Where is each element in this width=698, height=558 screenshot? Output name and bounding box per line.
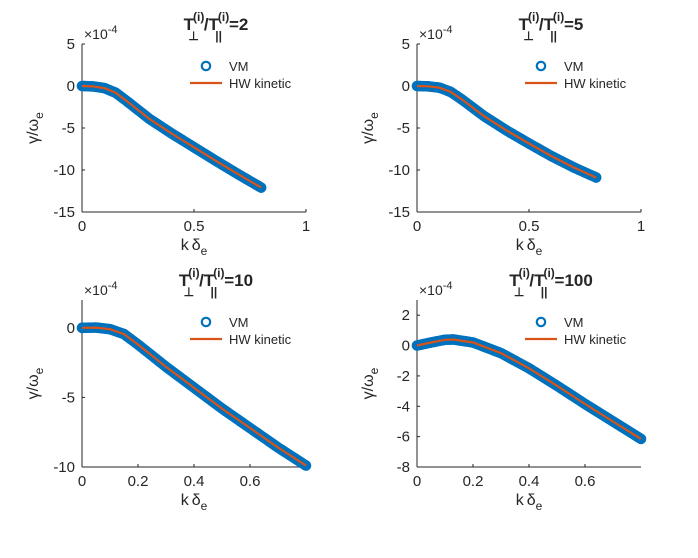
y-tick-label: -15	[388, 204, 410, 221]
x-tick-label: 0	[413, 473, 421, 490]
y-tick-label: 0	[67, 320, 75, 337]
hw-kinetic-line	[81, 326, 307, 467]
y-tick-label: 0	[67, 78, 75, 95]
y-tick-label: -10	[388, 162, 410, 179]
panel-title: T(i) ⊥/T(i) ||=2	[184, 10, 249, 43]
series-vm	[411, 80, 602, 183]
x-tick-label: 0.6	[240, 473, 261, 490]
y-exponent-label: ×10-4	[84, 280, 118, 298]
hw-kinetic-line	[416, 338, 642, 440]
series-vm	[76, 80, 267, 193]
x-axis-label: k δe	[181, 237, 208, 258]
x-axis-label: k δe	[516, 492, 543, 513]
y-tick-label: 5	[402, 36, 410, 53]
legend-hw-label: HW kinetic	[229, 76, 292, 91]
y-tick-label: -5	[397, 120, 410, 137]
y-axis-label: γ/ωe	[360, 367, 381, 399]
y-tick-label: -6	[397, 429, 410, 446]
x-tick-label: 0.6	[575, 473, 596, 490]
panel-3: 0 0.2 0.4 0.6 -10 -5 0 ×10-4 T(i) ⊥/T(i) ||=10 k δe γ…	[25, 266, 312, 513]
legend-vm-marker	[200, 60, 212, 72]
y-exponent-label: ×10-4	[84, 24, 118, 42]
y-tick-label: -15	[53, 204, 75, 221]
y-tick-label: -5	[62, 389, 75, 406]
y-tick-label: -10	[53, 162, 75, 179]
panel-2: 0 0.5 1 -15 -10 -5 0 5 ×10-4 T(i) ⊥/T(i) ||=5 k δe γ/ω…	[360, 10, 645, 258]
y-exponent-label: ×10-4	[419, 24, 453, 42]
panel-1: 0 0.5 1 -15 -10 -5 0 5 ×10-4 T(i) ⊥/T(i) ||=2 k δe γ/ω…	[25, 10, 310, 258]
legend-vm-marker	[200, 316, 212, 328]
x-tick-label: 0.2	[128, 473, 149, 490]
legend-vm-marker	[535, 316, 547, 328]
x-axis-label: k δe	[181, 492, 208, 513]
panel-title: T(i) ⊥/T(i) ||=10	[179, 266, 253, 299]
legend-vm-label: VM	[564, 59, 584, 74]
x-tick-label: 0.5	[519, 218, 540, 235]
x-tick-label: 0.4	[184, 473, 205, 490]
legend-hw-label: HW kinetic	[564, 76, 627, 91]
hw-kinetic-line	[416, 84, 597, 179]
panel-4: 0 0.2 0.4 0.6 -8 -6 -4 -2 0 2 ×10-4 T(i) ⊥/T(i) ||=10…	[360, 266, 647, 513]
y-tick-label: 5	[67, 36, 75, 53]
y-axis-label: γ/ωe	[25, 112, 46, 144]
series-vm	[411, 334, 647, 445]
vm-point	[255, 182, 267, 193]
legend-vm-label: VM	[229, 315, 249, 330]
x-tick-label: 0.5	[184, 218, 205, 235]
x-axis-label: k δe	[516, 237, 543, 258]
x-tick-label: 0	[78, 473, 86, 490]
vm-point	[300, 460, 312, 471]
y-tick-label: -5	[62, 120, 75, 137]
legend-vm-label: VM	[229, 59, 249, 74]
x-tick-label: 0	[78, 218, 86, 235]
y-tick-label: 2	[402, 307, 410, 324]
panel-title: T(i) ⊥/T(i) ||=5	[519, 10, 584, 43]
legend-vm-label: VM	[564, 315, 584, 330]
y-tick-label: -8	[397, 459, 410, 476]
vm-point	[590, 172, 602, 183]
y-tick-label: -10	[53, 459, 75, 476]
x-tick-label: 1	[302, 218, 310, 235]
x-tick-label: 0.4	[519, 473, 540, 490]
legend-vm-marker	[535, 60, 547, 72]
vm-point	[635, 433, 647, 445]
y-tick-label: 0	[402, 78, 410, 95]
y-tick-label: 0	[402, 338, 410, 355]
x-tick-label: 1	[637, 218, 645, 235]
panel-title: T(i) ⊥/T(i) ||=100	[509, 266, 593, 299]
x-tick-label: 0	[413, 218, 421, 235]
legend-hw-label: HW kinetic	[564, 332, 627, 347]
y-tick-label: -4	[397, 398, 410, 415]
legend-hw-label: HW kinetic	[229, 332, 292, 347]
y-axis-label: γ/ωe	[25, 367, 46, 399]
x-tick-label: 0.2	[463, 473, 484, 490]
y-exponent-label: ×10-4	[419, 280, 453, 298]
hw-kinetic-line	[81, 84, 262, 189]
y-axis-label: γ/ωe	[360, 112, 381, 144]
series-vm	[76, 322, 312, 471]
y-tick-label: -2	[397, 368, 410, 385]
